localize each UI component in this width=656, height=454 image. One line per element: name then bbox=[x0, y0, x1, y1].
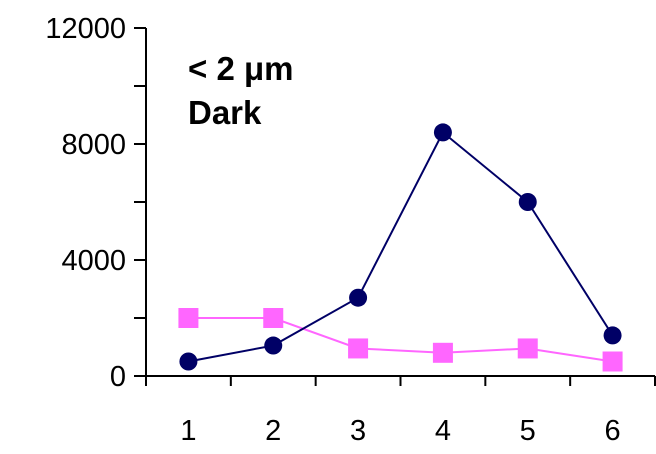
series-1-point bbox=[179, 352, 198, 371]
y-tick-label: 4000 bbox=[61, 245, 126, 277]
y-tick-label: 0 bbox=[110, 361, 126, 393]
series-1-point bbox=[264, 336, 283, 355]
series-2-point bbox=[178, 308, 199, 328]
series-2-point bbox=[348, 338, 369, 359]
x-tick-label: 5 bbox=[520, 415, 536, 447]
annotation-line-2: Dark bbox=[188, 94, 262, 131]
annotation-line-1: < 2 μm bbox=[188, 50, 294, 87]
series-2-point bbox=[432, 342, 453, 363]
series-layer bbox=[178, 123, 623, 372]
series-1-point bbox=[433, 123, 452, 142]
axes: 0 4000 8000 12000 1 2 3 4 5 6 bbox=[45, 13, 656, 447]
series-1-line bbox=[188, 130, 614, 363]
series-1-point bbox=[349, 288, 368, 307]
series-2-point bbox=[602, 351, 623, 372]
y-tick-label: 12000 bbox=[45, 13, 126, 45]
series-2-point bbox=[517, 338, 538, 359]
series-1-point bbox=[603, 326, 622, 345]
x-tick-label: 6 bbox=[605, 415, 621, 447]
x-tick-label: 3 bbox=[350, 415, 366, 447]
series-1-point bbox=[518, 193, 537, 211]
x-tick-label: 4 bbox=[435, 415, 451, 447]
series-2-point bbox=[263, 308, 284, 328]
y-tick-label: 8000 bbox=[61, 129, 126, 161]
x-tick-label: 2 bbox=[265, 415, 281, 447]
x-tick-label: 1 bbox=[180, 415, 196, 447]
series-2-line bbox=[188, 317, 613, 363]
annotation: < 2 μm Dark bbox=[188, 50, 294, 131]
